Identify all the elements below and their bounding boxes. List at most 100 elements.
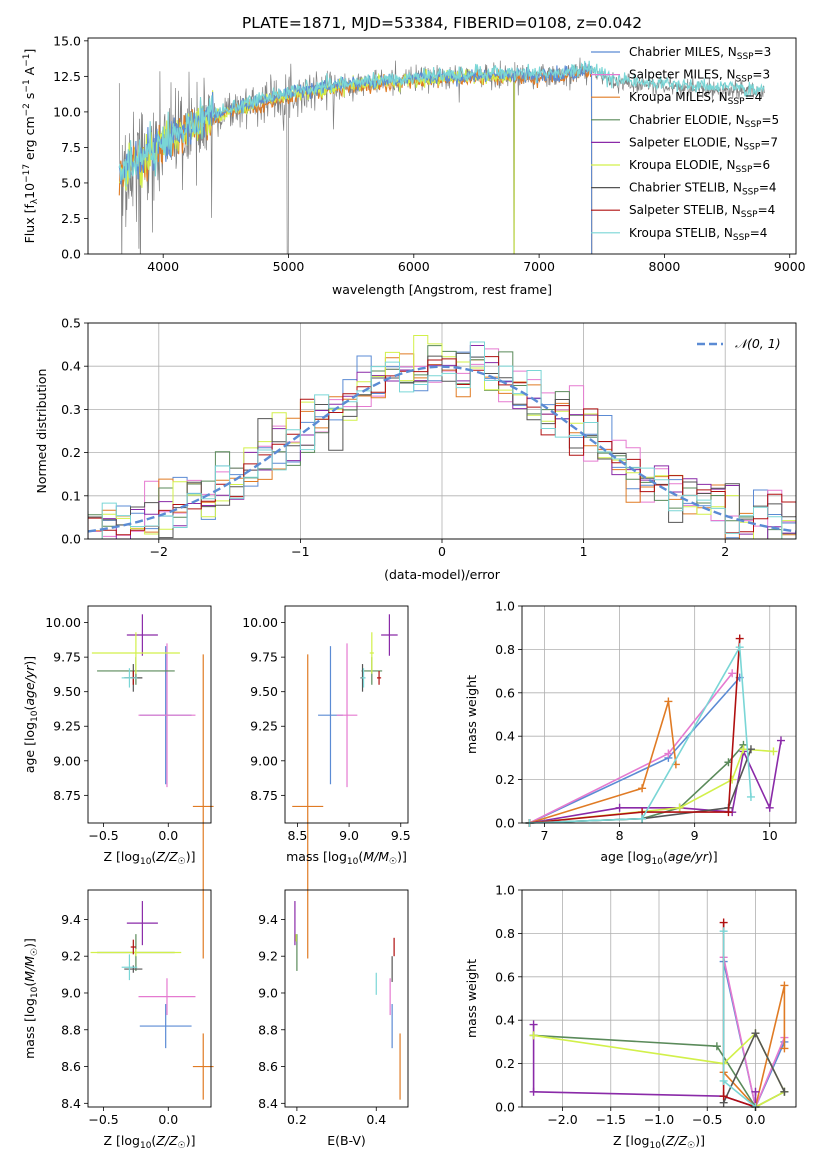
y-tick-label: 8.4 — [258, 1096, 278, 1111]
y-tick-label: 0.0 — [61, 532, 81, 547]
mass-vs-EBV-plot-area — [294, 901, 401, 1100]
weight-marker — [765, 803, 774, 812]
residuals-panel: −2 −1 0 1 2 0.0 0.1 0.2 0.3 0.4 0.5 𝒩(0, 1) (data-mo… — [34, 316, 797, 582]
age-vs-Z-panel: −0.5 0.0 8.75 9.00 9.25 9.50 9.75 10.00 Z [log10… — [22, 605, 214, 959]
x-tick-label: 7000 — [523, 259, 555, 274]
x-axis-label: (data-model)/error — [384, 567, 501, 582]
weight-marker — [780, 981, 789, 990]
weight-series-line — [529, 701, 677, 824]
y-axis-label: Flux [fλ10−17 erg cm−2 s−1 A−1] — [22, 49, 40, 244]
x-tick-label: 6000 — [398, 259, 430, 274]
legend-label: Chabrier MILES, NSSP=3 — [629, 45, 771, 62]
y-tick-label: 8.6 — [61, 1059, 81, 1074]
weight-marker — [529, 1087, 538, 1096]
y-tick-label: 9.75 — [53, 650, 81, 665]
age-vs-Z-plot-area — [91, 614, 214, 959]
y-tick-label: 9.2 — [61, 949, 81, 964]
y-tick-label: 9.25 — [53, 719, 81, 734]
x-tick-label: 9.0 — [339, 828, 359, 843]
model-spectrum-line — [118, 60, 765, 187]
y-tick-label: 0.2 — [61, 445, 81, 460]
weight-marker — [529, 1031, 538, 1040]
y-tick-label: 2.5 — [61, 211, 81, 226]
x-tick-label: 9000 — [774, 259, 806, 274]
weight-marker — [712, 1042, 721, 1051]
x-axis-label: Z [log10(Z/Z☉)] — [613, 1133, 705, 1151]
observed-spectrum-line — [118, 57, 765, 254]
y-tick-label: 9.4 — [61, 912, 81, 927]
y-tick-label: 1.0 — [495, 883, 515, 898]
x-tick-label: 4000 — [147, 259, 179, 274]
legend: Chabrier MILES, NSSP=3 Salpeter MILES, NS… — [591, 45, 779, 243]
x-tick-label: −1.5 — [596, 1112, 626, 1127]
weight-marker — [769, 747, 778, 756]
x-tick-label: −2 — [150, 544, 168, 559]
y-tick-label: 9.75 — [250, 650, 278, 665]
y-tick-label: 0.4 — [61, 359, 81, 374]
x-tick-label: 9.5 — [391, 828, 411, 843]
y-tick-label: 0.0 — [495, 816, 515, 831]
weight-marker — [728, 669, 737, 678]
x-tick-label: 8.5 — [287, 828, 307, 843]
weight-marker — [724, 808, 733, 817]
y-tick-label: 8.4 — [61, 1096, 81, 1111]
y-axis-label: mass weight — [464, 959, 479, 1038]
y-tick-label: 0.6 — [495, 969, 515, 984]
y-tick-label: 0.0 — [495, 1100, 515, 1115]
y-tick-label: 8.75 — [250, 788, 278, 803]
weight-marker — [719, 918, 728, 927]
legend-label: Salpeter ELODIE, NSSP=7 — [629, 135, 778, 152]
weight-series-line — [529, 638, 741, 824]
spectrum-frame — [87, 37, 797, 255]
weight-marker — [780, 1087, 789, 1096]
legend-label: Kroupa MILES, NSSP=4 — [629, 90, 762, 107]
x-tick-label: 0.0 — [746, 1112, 766, 1127]
age-vs-mass-plot-area — [292, 614, 398, 959]
y-axis-label: Normed distribution — [34, 369, 49, 494]
y-tick-label: 5.0 — [61, 175, 81, 190]
y-tick-label: 12.5 — [53, 69, 81, 84]
mass-vs-EBV-frame — [284, 889, 409, 1108]
x-axis-label: Z [log10(Z/Z☉)] — [104, 1133, 196, 1151]
figure-title: PLATE=1871, MJD=53384, FIBERID=0108, z=0… — [242, 14, 642, 32]
age-vs-Z-frame — [87, 605, 212, 824]
weight-series-line — [529, 644, 752, 824]
weight-marker — [728, 775, 737, 784]
y-tick-label: 9.2 — [258, 949, 278, 964]
y-tick-label: 0.8 — [495, 926, 515, 941]
x-tick-label: −1.0 — [644, 1112, 674, 1127]
y-axis-label: age [log10(age/yr)] — [22, 656, 40, 773]
weight-marker — [739, 745, 748, 754]
y-tick-label: 0.1 — [61, 488, 81, 503]
legend-label: Kroupa STELIB, NSSP=4 — [629, 226, 767, 243]
weight-marker — [664, 697, 673, 706]
weight-vs-age-frame — [521, 605, 797, 824]
y-tick-label: 9.25 — [250, 719, 278, 734]
weight-vs-age-plot-area — [525, 634, 785, 827]
y-tick-label: 0.3 — [61, 402, 81, 417]
y-tick-label: 9.50 — [53, 684, 81, 699]
x-tick-label: 0.0 — [158, 828, 178, 843]
x-tick-label: −0.5 — [88, 1112, 118, 1127]
y-tick-label: 10.0 — [53, 104, 81, 119]
legend-label: 𝒩(0, 1) — [735, 336, 781, 351]
y-tick-label: 8.8 — [61, 1022, 81, 1037]
weight-marker — [664, 749, 673, 758]
weight-vs-age-panel: 7 8 9 10 0.0 0.2 0.4 0.6 0.8 1.0 age [log10(age/yr… — [464, 599, 797, 867]
y-tick-label: 1.0 — [495, 599, 515, 614]
spectrum-plot-area — [118, 57, 765, 254]
mass-vs-EBV-panel: 0.2 0.4 8.4 8.6 8.8 9.0 9.2 9.4 — [258, 889, 409, 1127]
age-vs-mass-panel: 8.5 9.0 9.5 8.75 9.00 9.25 9.50 9.75 10.00 mass [… — [242, 605, 411, 959]
x-axis-label: mass [log10(M/M☉)] — [286, 849, 407, 867]
residual-histogram — [88, 341, 796, 539]
x-axis-label: E(B-V) — [327, 1133, 366, 1148]
x-tick-label: 7 — [541, 828, 549, 843]
x-axis-label: wavelength [Angstrom, rest frame] — [332, 282, 552, 297]
weight-vs-Z-panel: −2.0 −1.5 −1.0 −0.5 0.0 0.0 0.2 0.4 0.6 0.8 1.0 Z [… — [464, 883, 797, 1151]
y-axis-label: mass weight — [464, 675, 479, 754]
x-tick-label: −2.0 — [547, 1112, 577, 1127]
weight-marker — [735, 643, 744, 652]
mass-vs-Z-panel: −0.5 0.0 8.4 8.6 8.8 9.0 9.2 9.4 Z [log10(Z/Z☉)]… — [22, 889, 214, 1151]
y-tick-label: 8.8 — [258, 1022, 278, 1037]
